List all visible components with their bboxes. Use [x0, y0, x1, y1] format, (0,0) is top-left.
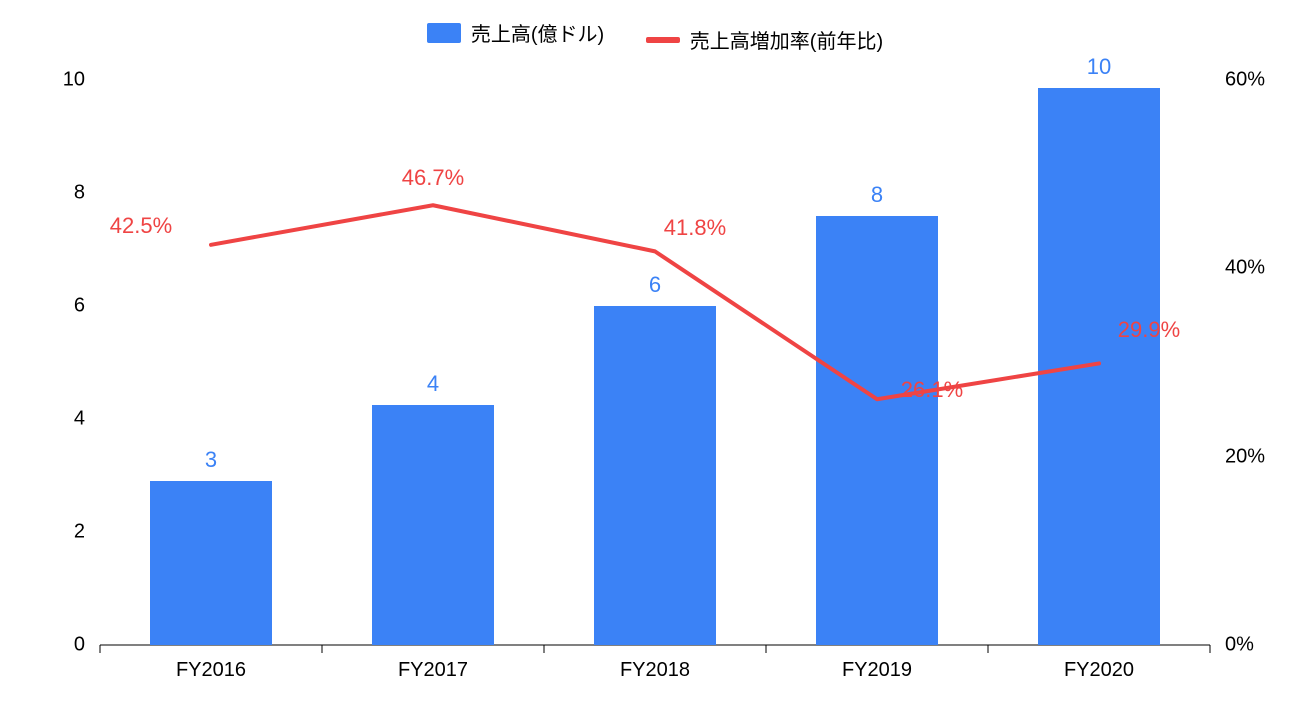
y-left-tick: 4 [25, 408, 85, 431]
y-left-tick: 2 [25, 521, 85, 544]
y-left-tick: 10 [25, 69, 85, 92]
revenue-chart: 売上高(億ドル) 売上高増加率(前年比) 346810 42.5%46.7%41… [0, 0, 1310, 716]
y-right-tick: 40% [1225, 257, 1295, 280]
line-value-label: 46.7% [402, 165, 464, 191]
line-value-label: 29.9% [1118, 317, 1180, 343]
y-axis-right: 0%20%40%60% [1225, 80, 1305, 645]
legend-swatch-bar [427, 23, 461, 43]
x-tick: FY2019 [842, 659, 912, 682]
y-right-tick: 60% [1225, 69, 1295, 92]
y-axis-left: 0246810 [0, 80, 85, 645]
plot-area: 346810 42.5%46.7%41.8%26.1%29.9% [100, 80, 1210, 645]
line-svg [100, 80, 1210, 645]
x-tick: FY2018 [620, 659, 690, 682]
legend-item-line: 売上高増加率(前年比) [646, 25, 883, 54]
y-left-tick: 8 [25, 182, 85, 205]
legend: 売上高(億ドル) 売上高増加率(前年比) [0, 18, 1310, 54]
y-right-tick: 0% [1225, 634, 1295, 657]
y-left-tick: 6 [25, 295, 85, 318]
line-value-label: 41.8% [664, 215, 726, 241]
legend-label-bar: 売上高(億ドル) [471, 18, 604, 47]
y-left-tick: 0 [25, 634, 85, 657]
x-tick: FY2016 [176, 659, 246, 682]
legend-label-line: 売上高増加率(前年比) [690, 25, 883, 54]
legend-item-bar: 売上高(億ドル) [427, 18, 604, 47]
x-tick: FY2017 [398, 659, 468, 682]
bar-value-label: 10 [1087, 54, 1111, 80]
line-value-label: 26.1% [901, 377, 963, 403]
x-axis: FY2016 FY2017 FY2018 FY2019 FY2020 [100, 659, 1210, 699]
legend-swatch-line [646, 37, 680, 43]
line-value-label: 42.5% [110, 213, 172, 239]
x-tick: FY2020 [1064, 659, 1134, 682]
y-right-tick: 20% [1225, 445, 1295, 468]
